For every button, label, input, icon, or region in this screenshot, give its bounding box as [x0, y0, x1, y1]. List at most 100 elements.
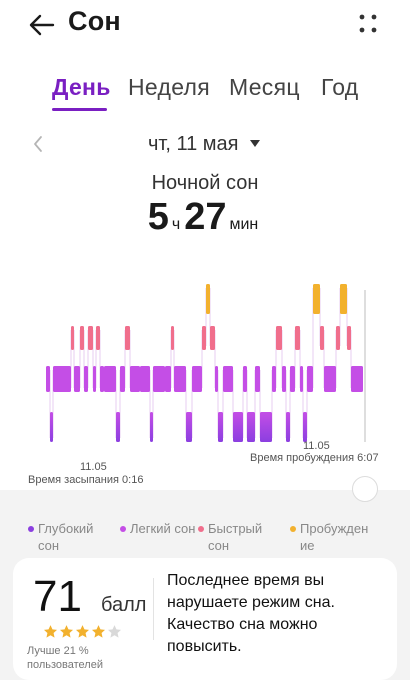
legend-dot-light: [120, 526, 126, 532]
card-divider: [153, 578, 154, 640]
stage-segment-light: [46, 366, 50, 392]
stage-segment-light: [243, 366, 247, 392]
tab-year[interactable]: Год: [321, 74, 359, 100]
stage-segment-rem: [347, 326, 351, 350]
stage-segment-light: [104, 366, 116, 392]
tab-day[interactable]: День: [52, 74, 111, 100]
stage-segment-awake: [313, 284, 320, 314]
legend-item-rem: Быстрый сон: [198, 520, 280, 554]
stage-segment-light: [300, 366, 303, 392]
star-rating: [43, 624, 123, 644]
better-than-text: Лучше 21 % пользователей: [27, 645, 103, 671]
stage-transition-line: [222, 370, 224, 438]
wake-date: 11.05: [303, 440, 330, 452]
stage-segment-rem: [276, 326, 282, 350]
page-title: Сон: [68, 6, 121, 36]
stage-segment-light: [255, 366, 260, 392]
stage-transition-line: [124, 330, 126, 388]
stage-transition-line: [191, 370, 193, 438]
stage-transition-line: [92, 330, 94, 388]
active-tab-indicator: [52, 108, 107, 111]
stage-segment-light: [351, 366, 363, 392]
four-dots-icon[interactable]: [355, 11, 381, 37]
star-empty-icon: [107, 625, 122, 638]
stage-transition-line: [95, 330, 97, 388]
sleep-time-label: Время засыпания 0:16: [28, 474, 144, 486]
legend-item-light: Легкий сон: [120, 520, 202, 537]
duration-hours-unit: ч: [171, 216, 181, 233]
arrow-left-icon[interactable]: [26, 9, 58, 41]
stage-transition-line: [119, 370, 121, 438]
stage-transition-line: [319, 288, 321, 346]
stage-transition-line: [201, 330, 203, 388]
chevron-left-icon[interactable]: [30, 132, 46, 156]
stage-segment-rem: [96, 326, 100, 350]
legend-label-rem: Быстрый сон: [208, 521, 263, 553]
stage-segment-awake: [340, 284, 347, 314]
sleep-duration: 5 ч 27 мин: [0, 196, 410, 239]
stage-segment-deep: [260, 412, 272, 442]
stage-segment-light: [290, 366, 295, 392]
stage-segment-light: [223, 366, 233, 392]
stage-transition-line: [209, 288, 211, 346]
stage-transition-line: [185, 370, 187, 438]
stage-segment-awake: [206, 284, 210, 314]
stage-transition-line: [73, 330, 75, 388]
stage-transition-line: [275, 330, 277, 388]
stage-transition-line: [246, 370, 248, 438]
star-filled-icon: [75, 625, 90, 638]
sleep-score-value: 71: [33, 572, 82, 621]
stage-transition-line: [99, 330, 101, 388]
stage-transition-line: [271, 370, 273, 438]
tab-month[interactable]: Месяц: [229, 74, 300, 100]
stage-transition-line: [52, 370, 54, 438]
tab-week[interactable]: Неделя: [128, 74, 211, 100]
legend-dot-rem: [198, 526, 204, 532]
stage-transition-line: [289, 370, 291, 438]
stage-transition-line: [323, 330, 325, 388]
stage-segment-rem: [125, 326, 130, 350]
sleep-score-card[interactable]: 71 балл Лучше 21 % пользователей Последн…: [13, 558, 397, 680]
stage-segment-light: [307, 366, 313, 392]
stage-transition-line: [281, 330, 283, 388]
stage-transition-line: [312, 288, 314, 388]
star-filled-icon: [91, 625, 106, 638]
stage-transition-line: [170, 330, 172, 388]
stage-segment-deep: [233, 412, 243, 442]
caret-down-icon[interactable]: [250, 140, 260, 147]
stage-transition-line: [70, 330, 72, 388]
stage-segment-deep: [50, 412, 53, 442]
stage-segment-light: [324, 366, 336, 392]
stage-transition-line: [242, 370, 244, 438]
period-tabs: День Неделя Месяц Год: [0, 70, 410, 114]
stage-segment-light: [165, 366, 171, 392]
stage-transition-line: [346, 288, 348, 346]
stage-transition-line: [285, 370, 287, 438]
sleep-panel: Сон День Неделя Месяц Год чт, 11 мая Ноч…: [0, 0, 410, 486]
stage-transition-line: [87, 330, 89, 388]
sleep-score-unit: балл: [101, 594, 147, 616]
stage-transition-line: [299, 330, 301, 388]
duration-hours: 5: [147, 196, 169, 238]
stage-transition-line: [115, 370, 117, 438]
stage-segment-rem: [171, 326, 174, 350]
timeline-scrubber-handle[interactable]: [352, 476, 378, 502]
stage-transition-line: [79, 330, 81, 388]
legend-item-awake: Пробуждение: [290, 520, 372, 554]
stage-segment-deep: [150, 412, 153, 442]
stage-segment-light: [153, 366, 165, 392]
duration-minutes-unit: мин: [229, 216, 259, 233]
stage-transition-line: [173, 330, 175, 388]
stage-transition-line: [254, 370, 256, 438]
app-bar: Сон: [0, 0, 410, 50]
stage-transition-line: [339, 288, 341, 346]
sleep-stage-chart: [46, 284, 366, 442]
date-selector[interactable]: чт, 11 мая: [148, 133, 239, 155]
stage-transition-line: [129, 330, 131, 388]
stage-segment-light: [53, 366, 71, 392]
stage-segment-rem: [88, 326, 93, 350]
stage-transition-line: [232, 370, 234, 438]
stage-segment-light: [140, 366, 150, 392]
legend-label-light: Легкий сон: [130, 521, 196, 536]
stage-transition-line: [214, 330, 216, 388]
